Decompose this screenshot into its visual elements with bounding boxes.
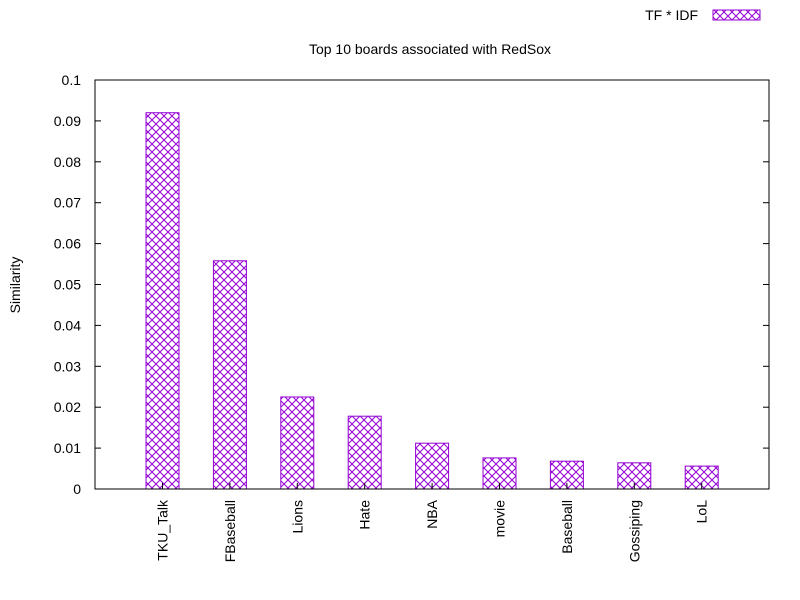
x-tick-label: Baseball bbox=[559, 500, 575, 554]
bar-lions bbox=[280, 396, 315, 490]
y-tick-label: 0.04 bbox=[54, 317, 81, 333]
y-tick-label: 0.08 bbox=[54, 154, 81, 170]
y-tick-label: 0 bbox=[73, 481, 81, 497]
y-tick-label: 0.02 bbox=[54, 399, 81, 415]
x-axis-ticks: TKU_Talk FBaseball Lions Hate NBA movie Baseba… bbox=[155, 483, 710, 562]
x-tick-label: TKU_Talk bbox=[155, 499, 171, 561]
x-tick-label: NBA bbox=[424, 499, 440, 528]
plot-frame bbox=[94, 79, 770, 490]
bar-series bbox=[145, 112, 719, 490]
y-tick-label: 0.05 bbox=[54, 277, 81, 293]
x-tick-label: FBaseball bbox=[222, 500, 238, 562]
bar-tku-talk bbox=[145, 112, 180, 490]
bar-fbaseball bbox=[212, 260, 247, 490]
y-tick-label: 0.06 bbox=[54, 236, 81, 252]
x-tick-label: LoL bbox=[694, 500, 710, 524]
x-tick-label: Hate bbox=[357, 500, 373, 530]
x-tick-label: Lions bbox=[289, 500, 305, 533]
x-tick-label: movie bbox=[492, 500, 508, 538]
y-axis-label: Similarity bbox=[7, 257, 23, 314]
x-tick-label: Gossiping bbox=[626, 500, 642, 562]
y-tick-label: 0.09 bbox=[54, 113, 81, 129]
y-tick-label: 0.07 bbox=[54, 195, 81, 211]
chart-title: Top 10 boards associated with RedSox bbox=[309, 41, 551, 57]
legend: TF * IDF bbox=[645, 7, 761, 23]
y-tick-label: 0.1 bbox=[62, 72, 82, 88]
bar-hate bbox=[347, 415, 382, 490]
y-tick-label: 0.03 bbox=[54, 358, 81, 374]
y-tick-label: 0.01 bbox=[54, 440, 81, 456]
legend-swatch bbox=[712, 9, 761, 21]
y-axis-ticks: 0 0.01 0.02 0.03 0.04 0.05 0.06 0.07 0.08 0.09 0.1 bbox=[54, 72, 769, 497]
legend-label: TF * IDF bbox=[645, 7, 698, 23]
bar-nba bbox=[415, 442, 450, 490]
